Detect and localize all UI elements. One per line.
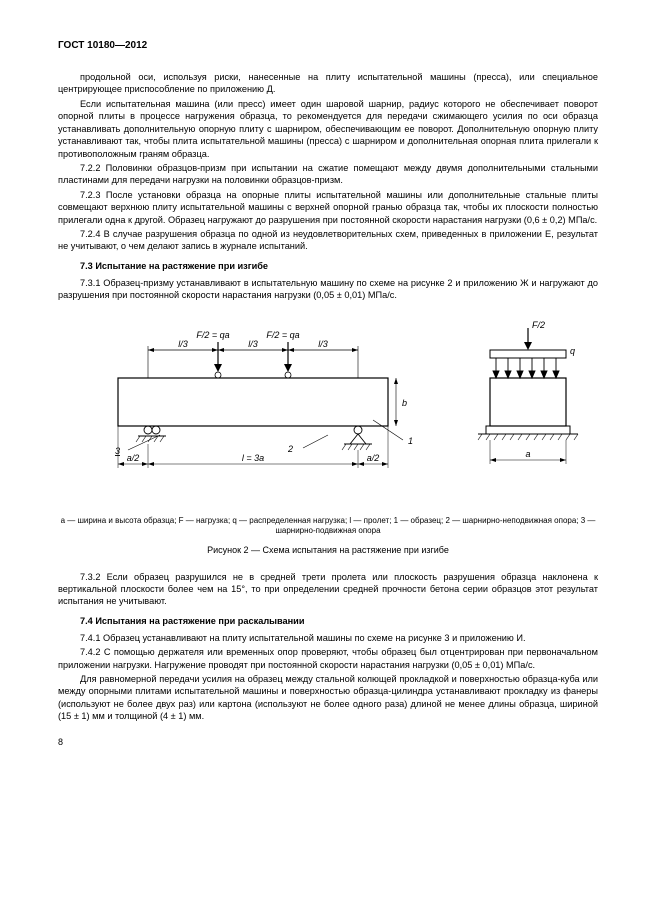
label-b: b: [402, 398, 407, 408]
paragraph: 7.2.2 Половинки образцов-призм при испыт…: [58, 162, 598, 187]
callout-2: 2: [287, 444, 293, 454]
paragraph: Если испытательная машина (или пресс) им…: [58, 98, 598, 160]
paragraph: продольной оси, используя риски, нанесен…: [58, 71, 598, 96]
callout-1: 1: [408, 436, 413, 446]
paragraph: 7.2.4 В случае разрушения образца по одн…: [58, 228, 598, 253]
paragraph: 7.2.3 После установки образца на опорные…: [58, 189, 598, 226]
label-q: q: [570, 346, 575, 356]
page-number: 8: [58, 737, 598, 747]
label-l3a: l = 3a: [242, 453, 264, 463]
label-a2-r: a/2: [367, 453, 380, 463]
label-l3-1: l/3: [178, 339, 188, 349]
paragraph: 7.3.2 Если образец разрушился не в средн…: [58, 571, 598, 608]
figure-2-caption: Рисунок 2 — Схема испытания на растяжени…: [58, 545, 598, 555]
figure-2: F/2 = qa F/2 = qa: [58, 320, 598, 555]
paragraph: 7.4.1 Образец устанавливают на плиту исп…: [58, 632, 598, 644]
label-F2: F/2: [532, 320, 545, 330]
label-l3-3: l/3: [318, 339, 328, 349]
label-a-right: a: [525, 449, 530, 459]
label-l3-2: l/3: [248, 339, 258, 349]
callout-3: 3: [115, 446, 120, 456]
section-7-4-title: 7.4 Испытания на растяжение при раскалыв…: [58, 616, 598, 626]
label-load-right: F/2 = qa: [266, 330, 299, 340]
section-7-3-title: 7.3 Испытание на растяжение при изгибе: [58, 261, 598, 271]
paragraph: 7.4.2 С помощью держателя или временных …: [58, 646, 598, 671]
paragraph: 7.3.1 Образец-призму устанавливают в исп…: [58, 277, 598, 302]
label-a2-l: a/2: [127, 453, 140, 463]
label-load-left: F/2 = qa: [196, 330, 229, 340]
figure-2-legend: a — ширина и высота образца; F — нагрузк…: [58, 516, 598, 537]
document-header: ГОСТ 10180—2012: [58, 40, 598, 51]
paragraph: Для равномерной передачи усилия на образ…: [58, 673, 598, 723]
